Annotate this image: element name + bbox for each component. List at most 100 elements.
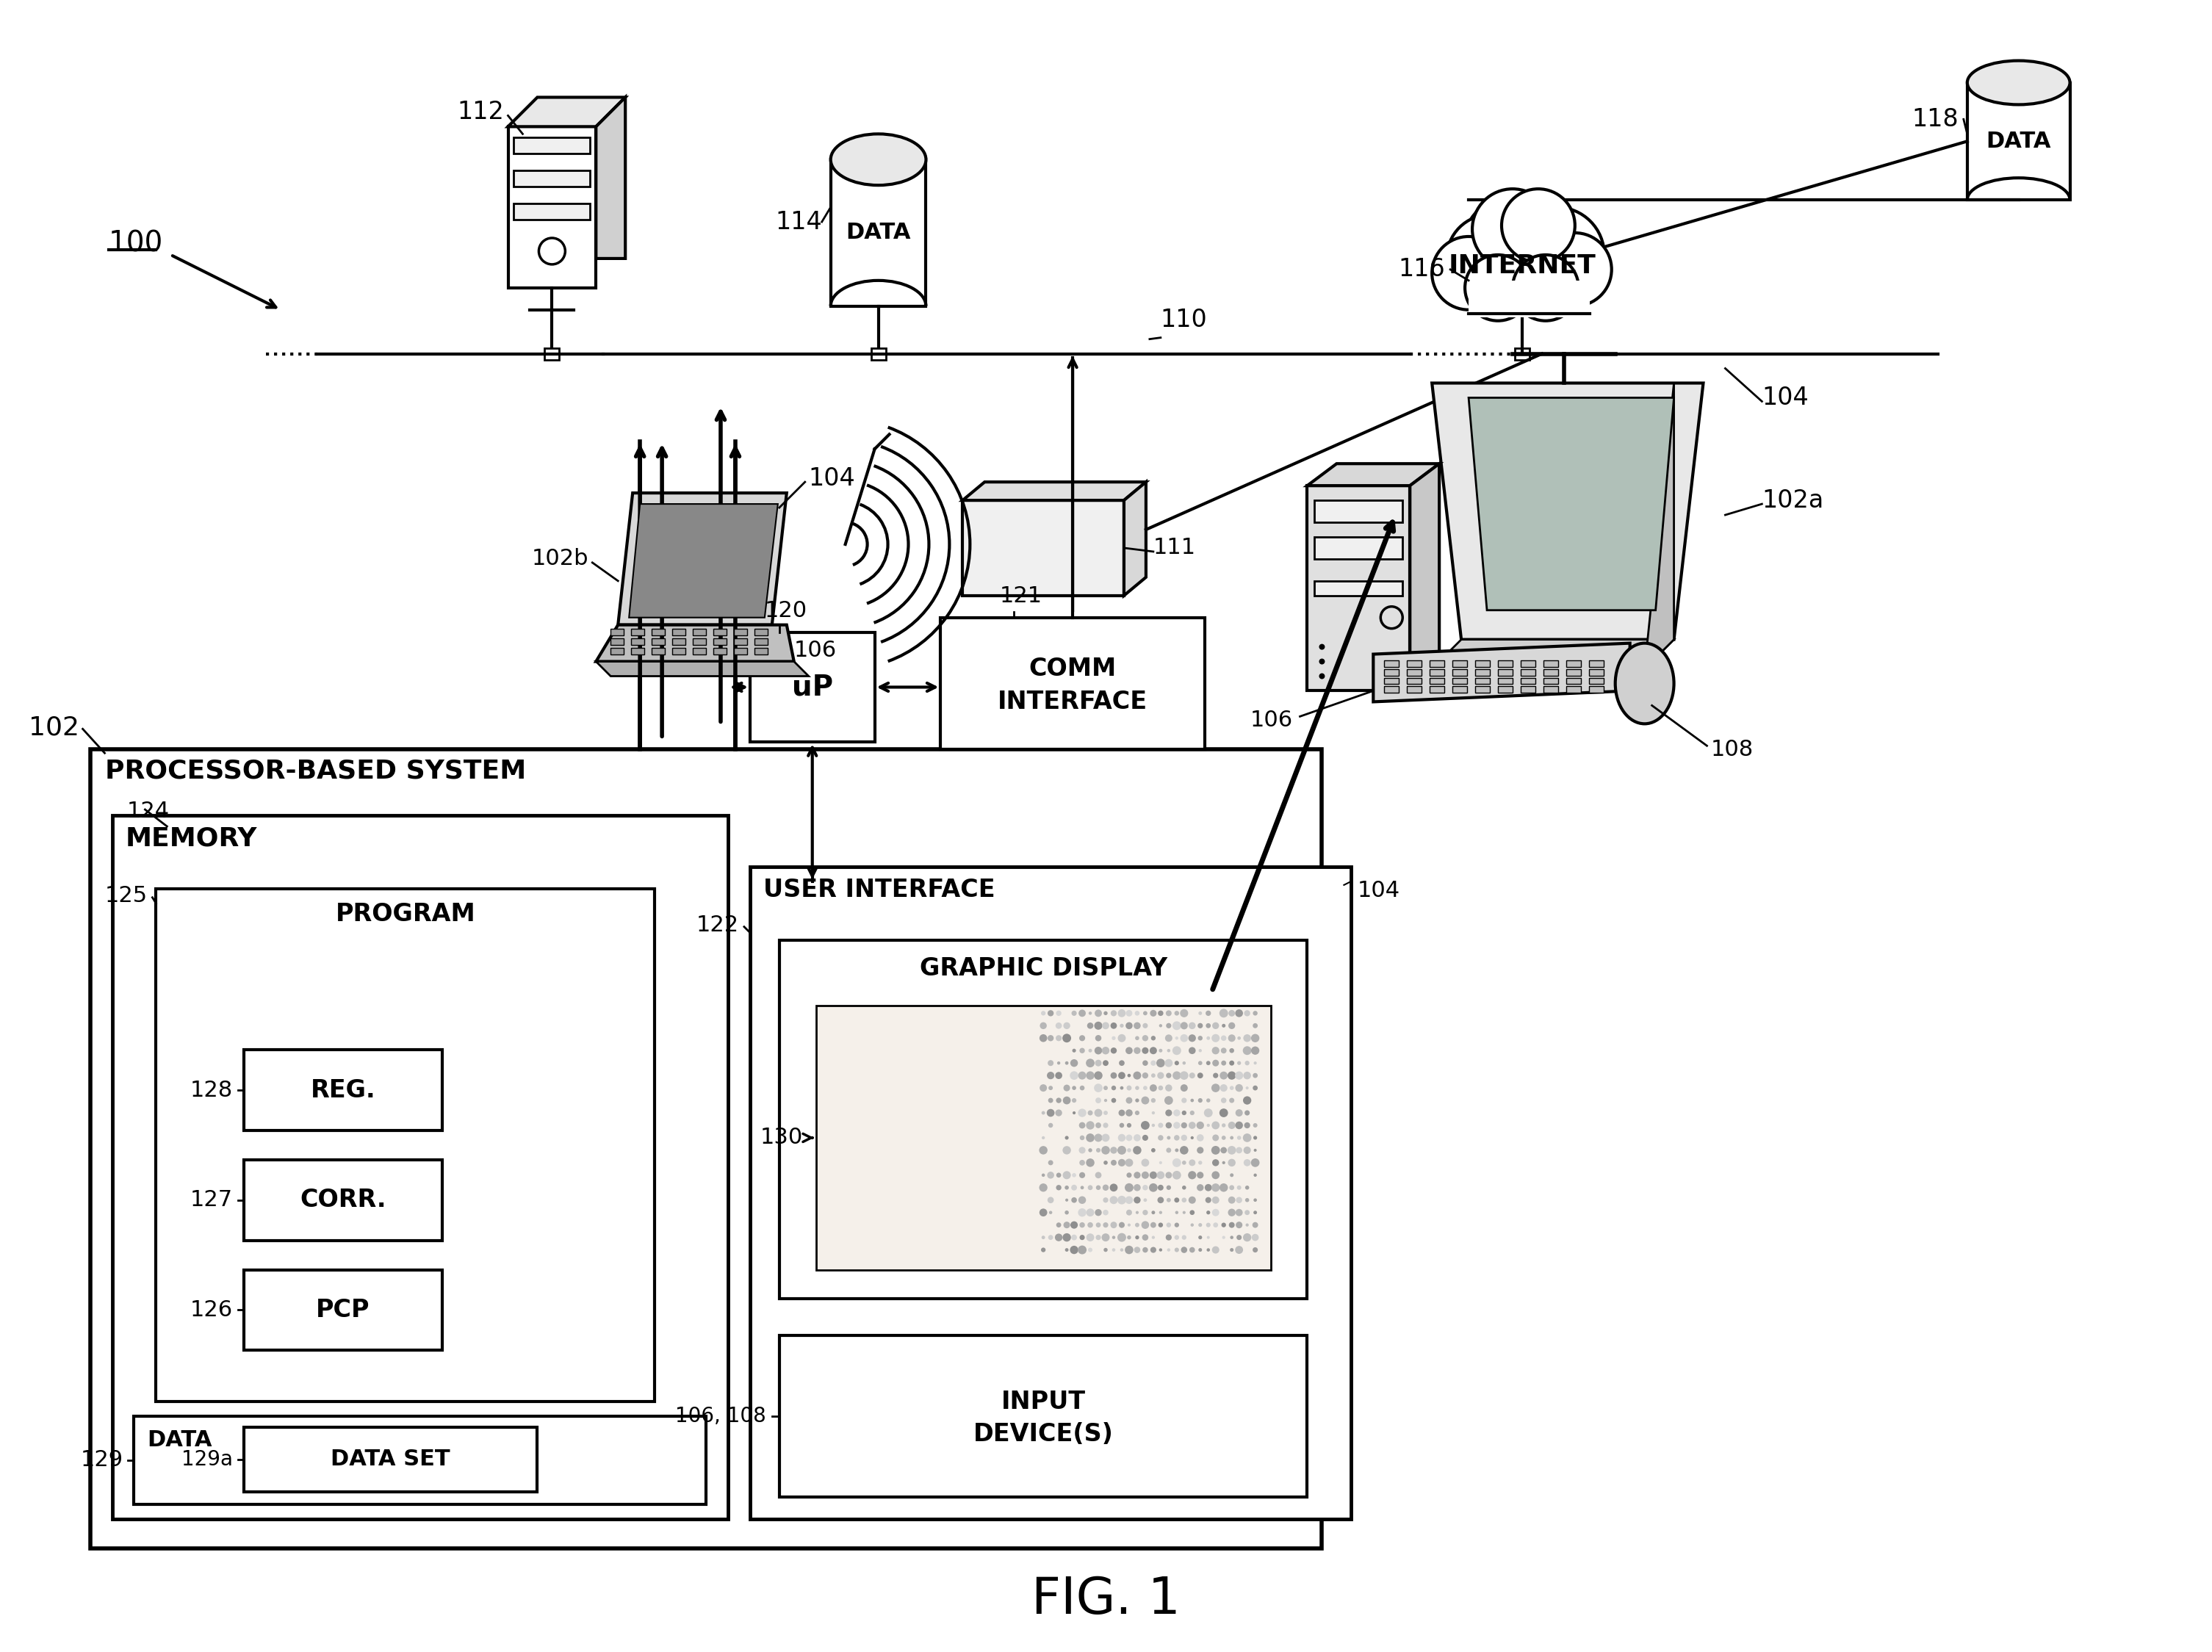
Circle shape: [1212, 1209, 1219, 1216]
Circle shape: [1150, 1222, 1157, 1227]
Circle shape: [1230, 1184, 1234, 1189]
Bar: [113, 816, 728, 1518]
Circle shape: [1055, 1234, 1062, 1241]
Circle shape: [1219, 1072, 1228, 1079]
Circle shape: [1237, 1137, 1241, 1140]
Circle shape: [1181, 1034, 1188, 1042]
Text: CORR.: CORR.: [301, 1188, 387, 1213]
Circle shape: [1110, 1047, 1117, 1054]
Circle shape: [1150, 1061, 1157, 1066]
Bar: [1453, 677, 1467, 684]
Bar: [91, 750, 1323, 1548]
Circle shape: [1175, 1061, 1179, 1066]
Circle shape: [1254, 1198, 1256, 1201]
Circle shape: [1113, 1236, 1115, 1239]
Circle shape: [1110, 1085, 1117, 1090]
Circle shape: [1245, 1224, 1250, 1226]
Circle shape: [1179, 1009, 1188, 1018]
Bar: [940, 618, 1206, 750]
Circle shape: [1048, 1198, 1053, 1203]
Circle shape: [1040, 1023, 1046, 1029]
Bar: [1588, 687, 1604, 692]
Circle shape: [1079, 1186, 1084, 1189]
Circle shape: [1243, 1072, 1252, 1079]
Circle shape: [1141, 1061, 1148, 1066]
Circle shape: [1064, 1211, 1068, 1214]
Text: INTERNET: INTERNET: [1449, 253, 1595, 278]
Circle shape: [1157, 1171, 1164, 1180]
Circle shape: [1079, 1146, 1086, 1153]
Circle shape: [1104, 1198, 1108, 1203]
Circle shape: [1073, 1085, 1077, 1090]
Circle shape: [1141, 1097, 1150, 1105]
Circle shape: [1228, 1209, 1237, 1216]
Circle shape: [1188, 1196, 1197, 1204]
Circle shape: [1245, 1110, 1250, 1115]
Circle shape: [1095, 1209, 1102, 1216]
Circle shape: [1212, 1023, 1219, 1029]
Circle shape: [1245, 1061, 1250, 1066]
Circle shape: [1252, 1123, 1256, 1128]
Circle shape: [1144, 1023, 1148, 1028]
Bar: [1515, 349, 1528, 360]
Circle shape: [1166, 1222, 1170, 1227]
Circle shape: [1064, 1085, 1071, 1092]
Circle shape: [1128, 1074, 1130, 1077]
Circle shape: [1212, 1183, 1219, 1191]
Circle shape: [1126, 1135, 1133, 1142]
Circle shape: [1166, 1011, 1172, 1016]
Circle shape: [1048, 1085, 1053, 1090]
Circle shape: [1133, 1146, 1141, 1155]
Circle shape: [1157, 1184, 1164, 1191]
Circle shape: [1190, 1209, 1194, 1214]
Circle shape: [1181, 1135, 1188, 1142]
Circle shape: [1206, 1099, 1210, 1102]
Circle shape: [1104, 1222, 1108, 1227]
Circle shape: [1042, 1011, 1046, 1016]
Circle shape: [1473, 188, 1553, 269]
Circle shape: [1144, 1085, 1148, 1090]
Circle shape: [1104, 1011, 1108, 1016]
Text: uP: uP: [792, 674, 834, 700]
Circle shape: [1183, 1061, 1186, 1064]
Circle shape: [1252, 1158, 1259, 1166]
Circle shape: [1104, 1247, 1108, 1252]
Bar: [1588, 661, 1604, 667]
Circle shape: [1126, 1123, 1130, 1128]
Text: 118: 118: [1911, 107, 1958, 132]
Bar: [243, 1270, 442, 1350]
Circle shape: [1088, 1110, 1093, 1115]
Polygon shape: [509, 97, 626, 127]
Circle shape: [1166, 1171, 1172, 1178]
Circle shape: [1079, 1234, 1084, 1241]
Circle shape: [1133, 1135, 1141, 1142]
Circle shape: [1230, 1222, 1234, 1227]
Circle shape: [1126, 1209, 1133, 1216]
Circle shape: [1219, 1009, 1228, 1018]
Bar: [672, 648, 686, 654]
Circle shape: [1150, 1247, 1157, 1252]
Circle shape: [1079, 1222, 1084, 1227]
Circle shape: [1206, 1061, 1210, 1066]
Circle shape: [1197, 1072, 1203, 1079]
Circle shape: [1252, 1074, 1259, 1079]
Circle shape: [1199, 1236, 1201, 1239]
Bar: [734, 648, 748, 654]
Circle shape: [1079, 1122, 1086, 1128]
Bar: [1475, 687, 1491, 692]
Circle shape: [1221, 1084, 1228, 1092]
Circle shape: [1152, 1236, 1155, 1239]
Circle shape: [1141, 1047, 1148, 1054]
Polygon shape: [595, 661, 810, 676]
Bar: [1966, 83, 2070, 200]
Circle shape: [1212, 1059, 1219, 1066]
Bar: [1385, 687, 1398, 692]
Bar: [1520, 677, 1535, 684]
Circle shape: [1040, 1183, 1048, 1191]
Circle shape: [1175, 1222, 1179, 1227]
Circle shape: [1126, 1085, 1133, 1090]
Circle shape: [1252, 1023, 1259, 1028]
Circle shape: [1197, 1171, 1203, 1178]
Circle shape: [1048, 1160, 1053, 1165]
Circle shape: [1175, 1211, 1179, 1214]
